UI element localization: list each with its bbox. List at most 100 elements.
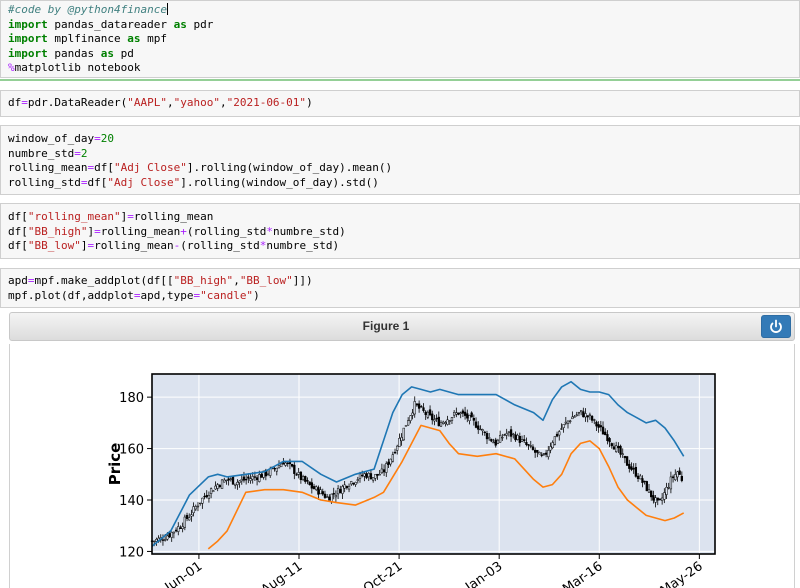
code-cell-rolling[interactable]: window_of_day=20 numbre_std=2 rolling_mean… — [0, 125, 800, 195]
candle-body — [558, 431, 561, 436]
code-token: rolling_std — [8, 175, 81, 189]
candle-body — [566, 420, 570, 424]
candle-body — [304, 476, 307, 482]
candle-body — [212, 490, 215, 492]
candle-body — [251, 476, 254, 480]
candle-body — [266, 473, 270, 475]
candle-body — [201, 497, 204, 504]
code-token: import — [8, 46, 48, 60]
candle-body — [339, 489, 342, 494]
code-token: as — [100, 46, 114, 60]
candle-body — [262, 470, 265, 478]
candle-body — [501, 436, 504, 439]
code-token: "AAPL" — [127, 96, 167, 109]
candle-body — [676, 471, 679, 478]
code-token: pd — [113, 46, 134, 60]
code-token: df[ — [8, 239, 28, 253]
candle-body — [652, 495, 655, 501]
close-figure-button[interactable] — [761, 315, 791, 338]
candle-body — [450, 417, 454, 421]
code-token: = — [87, 239, 95, 253]
candle-body — [350, 481, 353, 485]
candle-body — [332, 492, 335, 495]
candle-body — [442, 421, 445, 424]
candle-body — [674, 474, 677, 480]
candle-body — [523, 439, 526, 441]
candle-body — [619, 445, 622, 455]
candle-body — [354, 481, 357, 485]
code-token: mplfinance — [47, 32, 128, 46]
code-line: rolling_std=df["Adj Close"].rolling(wind… — [8, 176, 792, 191]
y-tick-label: 160 — [119, 443, 144, 458]
candle-body — [610, 443, 613, 447]
code-cell-imports[interactable]: #code by @python4finance import pandas_da… — [0, 0, 800, 78]
candle-body — [641, 478, 644, 483]
candle-body — [579, 410, 583, 413]
code-token: df[ — [87, 175, 108, 189]
candle-body — [555, 433, 559, 437]
candle-body — [647, 489, 651, 493]
candle-body — [636, 475, 640, 479]
code-cell-plot[interactable]: apd=mpf.make_addplot(df[["BB_high","BB_l… — [0, 268, 800, 308]
code-token: mpf — [140, 32, 167, 46]
candle-body — [593, 419, 596, 421]
code-line: apd=mpf.make_addplot(df[["BB_high","BB_l… — [8, 274, 792, 289]
code-token: * — [266, 224, 273, 238]
code-token: df[ — [94, 161, 114, 175]
code-line: numbre_std=2 — [8, 147, 792, 162]
candle-body — [544, 452, 548, 455]
code-cell-datareader[interactable]: df=pdr.DataReader("AAPL","yahoo","2021-0… — [0, 90, 800, 117]
code-line: import mplfinance as mpf — [8, 32, 792, 47]
code-token: + — [180, 224, 187, 238]
candle-body — [439, 422, 443, 427]
code-token: 20 — [100, 132, 114, 145]
candle-body — [665, 487, 668, 495]
candle-body — [459, 412, 462, 414]
candle-body — [361, 474, 364, 477]
candle-body — [595, 421, 598, 427]
candle-body — [553, 436, 557, 445]
candle-body — [172, 531, 176, 534]
candle-body — [463, 411, 467, 416]
code-line: rolling_mean=df["Adj Close"].rolling(win… — [8, 161, 792, 176]
candle-body — [564, 421, 567, 424]
code-token: ) — [306, 96, 313, 109]
code-line: import pandas_datareader as pdr — [8, 18, 792, 33]
candle-body — [457, 412, 460, 415]
candle-body — [203, 495, 206, 498]
candle-body — [536, 450, 539, 453]
candle-body — [446, 419, 449, 425]
candle-body — [490, 439, 493, 442]
candle-body — [678, 470, 681, 475]
code-token: , — [233, 274, 240, 287]
candle-body — [185, 515, 189, 519]
candle-body — [155, 539, 158, 542]
candle-body — [398, 438, 401, 447]
candle-body — [308, 481, 311, 486]
candle-body — [321, 491, 324, 495]
candle-body — [356, 479, 359, 481]
candle-body — [188, 517, 191, 521]
candle-body — [389, 458, 392, 465]
candle-body — [378, 474, 381, 476]
candle-body — [516, 434, 519, 440]
code-cell-bollinger[interactable]: df["rolling_mean"]=rolling_mean df["BB_hi… — [0, 203, 800, 259]
code-token: apd,type — [140, 288, 194, 302]
candle-body — [608, 438, 611, 443]
candle-body — [514, 434, 517, 441]
candlestick-chart: 120 140 160 180 Price Jun-01 Aug-11 Oct-21 Jan-0… — [106, 373, 716, 588]
code-token: ] — [87, 224, 95, 238]
candle-body — [503, 434, 506, 436]
code-token: * — [259, 239, 267, 253]
figure-header: Figure 1 — [9, 312, 795, 341]
code-token: mpf.plot(df,addplot — [8, 288, 134, 302]
candle-body — [286, 462, 289, 465]
candle-body — [604, 431, 607, 436]
candle-body — [376, 473, 379, 476]
candle-body — [181, 526, 184, 529]
figure-title: Figure 1 — [362, 319, 410, 333]
figure-canvas[interactable]: 120 140 160 180 Price Jun-01 Aug-11 Oct-21 Jan-0… — [9, 344, 795, 588]
candle-body — [345, 485, 349, 489]
y-axis-label: Price — [106, 443, 124, 486]
code-token: ] — [120, 210, 128, 223]
